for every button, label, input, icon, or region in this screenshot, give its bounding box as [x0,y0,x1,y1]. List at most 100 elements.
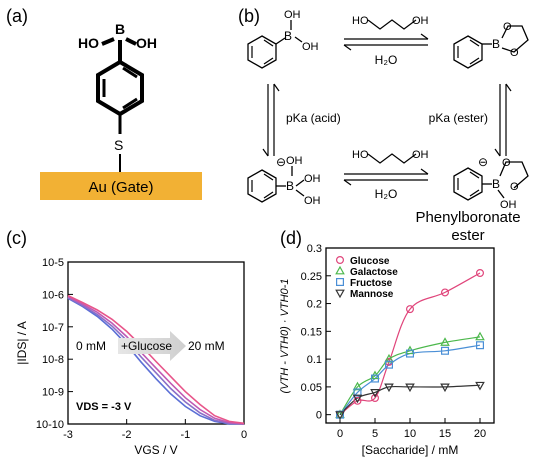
ester-name-line-2: ester [451,227,484,244]
x-tick-label: -2 [122,429,132,441]
benzene-double-bond [263,173,274,181]
boron-label: B [115,21,125,37]
panel-b: (b) B OH OH HO OH H₂O [238,6,529,244]
y-tick-label: 0.15 [301,326,322,338]
legend-label: Glucose [350,256,390,267]
x-tick-label: -1 [180,429,190,441]
legend-label: Fructose [350,278,393,289]
benzene-double-bond [469,39,480,47]
pka-acid-label: pKa (acid) [286,111,341,125]
tick-group: 0 5 10 15 20 0 0.05 0.1 0.15 0.2 0.25 0.3 [301,243,487,440]
ester-name-line-1: Phenylboronate [415,209,520,226]
negative-charge: ⊖ [478,155,488,169]
negative-charge: ⊖ [276,155,286,169]
x-tick-label: 20 [474,428,486,440]
data-point [476,341,485,350]
oxygen-label: O [510,181,519,193]
data-point [353,388,362,397]
dioxaborolane-ring [501,25,529,53]
data-point [476,269,485,278]
hydroxyl-label: OH [286,155,303,167]
b-oh-bond [294,36,303,43]
up-arrow-head [505,83,512,92]
y-tick-label: 10-8 [42,354,64,366]
boronate-ester-neutral: B O O [453,21,529,69]
equilibrium-left-vertical: pKa (acid) [262,83,341,157]
ethylene-glycol [367,19,417,30]
data-point [441,346,450,355]
data-point [353,396,362,405]
b-oh-bond-right [125,37,137,46]
reverse-arrow-head [343,44,352,51]
y-tick-label: 0.05 [301,382,322,394]
hydroxyl-label: OH [302,41,319,53]
hydroxyl-label: OH [304,173,321,185]
panel-a-label: (a) [6,6,28,26]
water-label: H₂O [375,53,398,67]
boron-label: B [284,29,292,43]
y-tick-label: 10-7 [42,322,64,334]
benzene-ring [453,167,483,201]
x-tick-label: 5 [372,428,378,440]
down-arrow-head [494,148,501,157]
benzene-double-bond [469,57,480,65]
benzene-ring [247,169,277,203]
data-point [384,353,394,363]
benzene-double-bond [263,57,274,65]
legend-label: Mannose [350,289,394,300]
data-points [335,269,485,420]
data-point [384,383,394,393]
pka-ester-label: pKa (ester) [429,111,488,125]
oxygen-label: O [502,157,511,169]
boron-label: B [492,37,500,51]
data-point [352,381,363,391]
y-tick-label: 0.1 [307,354,322,366]
b-oh-bond [295,179,305,187]
boron-label: B [492,177,500,191]
diol-oh-label: OH [412,149,429,161]
transfer-curves [67,294,245,425]
panel-c: (c) |IDS| / A VGS / V -3 -2 -1 0 10-10 10-9 10… [6,228,247,457]
up-arrow-head [273,83,280,92]
diol-oh-label: OH [412,15,429,27]
transfer-curve [67,295,245,425]
data-point [385,360,394,369]
data-point [370,389,380,398]
panel-d: (d) (VTH - VTH0) · VTH0-1 [Saccharide] /… [279,228,495,457]
b-oh-bond-left [101,37,115,46]
benzene-double-bond [469,171,480,179]
oxygen-label: O [503,21,512,33]
equilibrium-top: HO OH H₂O [343,15,429,67]
y-tick-label: 0.3 [307,243,322,255]
annotation-20mm: 20 mM [188,339,225,353]
data-point [406,305,415,314]
equilibrium-right-vertical: pKa (ester) [429,83,512,157]
y-tick-label: 10-5 [42,257,64,269]
x-tick-label: 15 [439,428,451,440]
data-point [335,289,345,299]
water-label: H₂O [375,187,398,201]
down-arrow-head [262,148,269,157]
ethylene-glycol [367,153,417,164]
y-axis-label: (VTH - VTH0) · VTH0-1 [279,279,291,394]
data-point [475,381,485,391]
data-point [335,265,345,275]
data-point [336,278,345,287]
boron-label: B [286,179,294,193]
data-point [371,374,380,383]
y-tick-label: 10-9 [42,387,64,399]
x-tick-label: 0 [337,428,343,440]
x-axis-label: [Saccharide] / mM [362,443,459,457]
x-tick-label: 10 [404,428,416,440]
diol-ho-label: HO [352,149,369,161]
benzene-double-bond [263,191,274,199]
annotation-0mm: 0 mM [76,339,106,353]
y-tick-label: 10-10 [36,419,64,431]
data-point [352,394,363,404]
benzene-double-bond [263,39,274,47]
hydroxyl-label: OH [284,9,301,21]
phenylboronate-ester: ⊖ B O O OH Phenylboronate ester [415,155,529,244]
forward-arrow-head [420,168,429,175]
sulfur-label: S [114,137,123,153]
